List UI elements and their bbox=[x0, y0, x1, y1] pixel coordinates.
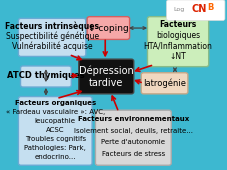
FancyBboxPatch shape bbox=[141, 73, 188, 94]
Text: ↓NT: ↓NT bbox=[170, 52, 186, 61]
Text: Facteurs de stress: Facteurs de stress bbox=[102, 151, 165, 157]
Text: « Fardeau vasculaire »: AVC,: « Fardeau vasculaire »: AVC, bbox=[6, 109, 105, 115]
Text: Suspectibilité génétique: Suspectibilité génétique bbox=[6, 32, 99, 41]
Text: ATCD thymiques: ATCD thymiques bbox=[7, 71, 85, 80]
Text: Troubles cognitifs: Troubles cognitifs bbox=[25, 136, 86, 142]
Text: Facteurs environnementaux: Facteurs environnementaux bbox=[78, 116, 189, 122]
Text: HTA/Inflammation: HTA/Inflammation bbox=[144, 41, 212, 50]
FancyBboxPatch shape bbox=[148, 17, 209, 67]
Text: Pathologies: Park,: Pathologies: Park, bbox=[24, 145, 86, 151]
FancyBboxPatch shape bbox=[87, 17, 130, 39]
Text: Facteurs intrinsèques: Facteurs intrinsèques bbox=[5, 21, 99, 31]
Text: Facteurs: Facteurs bbox=[159, 20, 197, 29]
Text: leucopathie: leucopathie bbox=[35, 118, 76, 124]
Text: ACSC: ACSC bbox=[46, 127, 64, 133]
FancyBboxPatch shape bbox=[18, 18, 86, 56]
FancyBboxPatch shape bbox=[79, 59, 134, 94]
Text: Vulnérabilité acquise: Vulnérabilité acquise bbox=[12, 42, 92, 51]
Text: CN: CN bbox=[191, 4, 207, 14]
FancyBboxPatch shape bbox=[95, 110, 171, 165]
Text: Perte d'autonomie: Perte d'autonomie bbox=[101, 139, 165, 146]
FancyBboxPatch shape bbox=[167, 0, 225, 20]
Text: ↓ coping: ↓ coping bbox=[88, 24, 129, 32]
FancyBboxPatch shape bbox=[18, 97, 92, 165]
Text: biologiques: biologiques bbox=[156, 31, 200, 40]
Text: endocrino...: endocrino... bbox=[35, 154, 76, 160]
Text: Dépression
tardive: Dépression tardive bbox=[79, 65, 134, 88]
Text: Facteurs organiques: Facteurs organiques bbox=[15, 100, 96, 106]
Text: B: B bbox=[208, 3, 214, 12]
Text: Iatrogénie: Iatrogénie bbox=[143, 79, 186, 88]
Text: Log: Log bbox=[173, 7, 184, 12]
Text: Isolement social, deuils, retraite...: Isolement social, deuils, retraite... bbox=[74, 128, 193, 134]
FancyBboxPatch shape bbox=[20, 66, 71, 87]
